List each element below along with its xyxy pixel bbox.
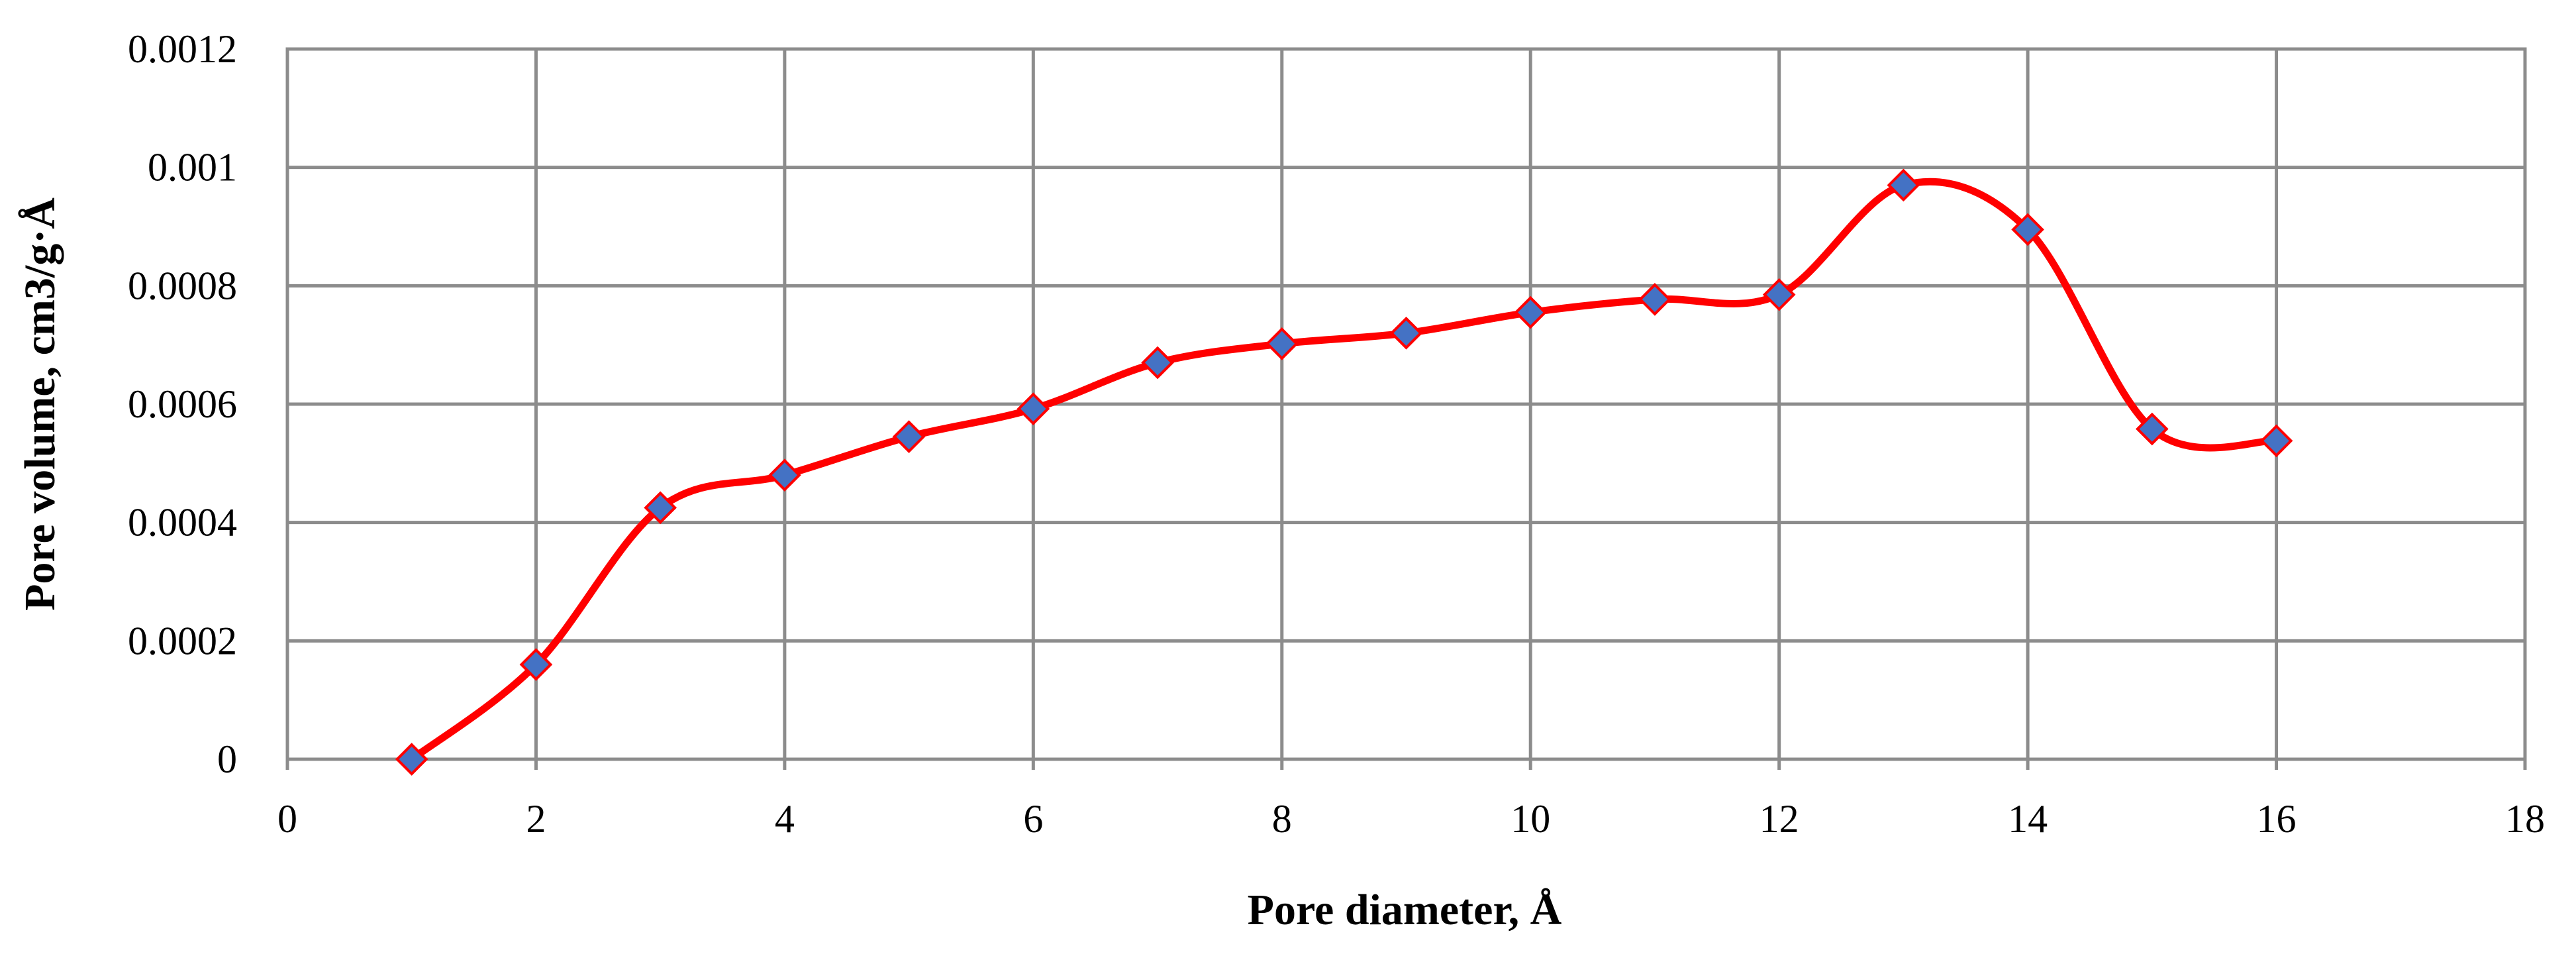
x-tick-label: 6 [1023, 797, 1043, 841]
y-axis-title: Pore volume, cm3/g·Å [16, 197, 64, 611]
y-tick-label: 0 [217, 737, 237, 781]
line [409, 178, 2277, 763]
marker [519, 648, 553, 681]
marker [644, 491, 677, 525]
marker [395, 743, 428, 776]
marker [2011, 213, 2044, 246]
marker [1762, 278, 1796, 311]
marker [1887, 168, 1920, 202]
x-tick-label: 8 [1272, 797, 1292, 841]
y-tick-label: 0.0006 [128, 382, 237, 426]
x-tick-label: 14 [2008, 797, 2048, 841]
y-tick-label: 0.001 [148, 146, 237, 189]
marker [1016, 392, 1050, 425]
marker [1389, 316, 1423, 350]
marker [892, 420, 926, 453]
x-axis-title: Pore diameter, Å [1248, 886, 1562, 934]
x-tick-label: 18 [2505, 797, 2545, 841]
x-tick-label: 4 [775, 797, 795, 841]
marker [1141, 346, 1174, 380]
x-tick-label: 2 [526, 797, 546, 841]
plot-border [285, 47, 2527, 761]
y-tick-label: 0.0008 [128, 264, 237, 307]
x-tick-label: 16 [2257, 797, 2297, 841]
marker [1638, 283, 1671, 316]
marker [1265, 327, 1299, 360]
x-tick-label: 10 [1511, 797, 1550, 841]
x-tick-label: 12 [1759, 797, 1799, 841]
marker [1514, 295, 1548, 329]
x-tick-label: 0 [277, 797, 297, 841]
y-tick-label: 0.0004 [128, 501, 237, 545]
marker [768, 458, 801, 492]
marker [2136, 412, 2169, 446]
y-tick-label: 0.0012 [128, 27, 237, 71]
y-tick-label: 0.0002 [128, 619, 237, 663]
marker [2259, 424, 2293, 458]
